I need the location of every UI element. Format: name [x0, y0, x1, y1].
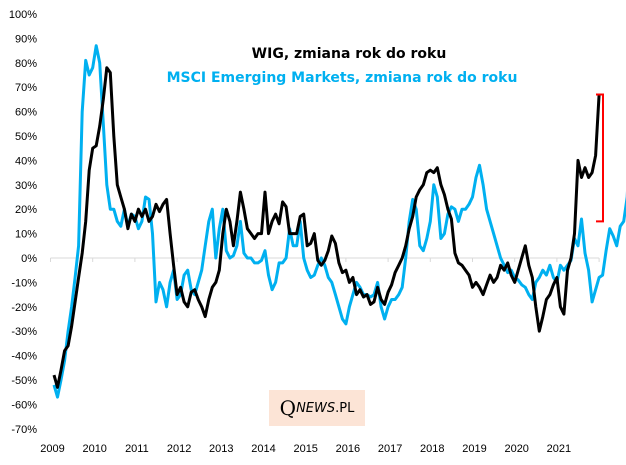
x-tick-label: 2015 [293, 443, 317, 455]
x-tick-label: 2013 [209, 443, 233, 455]
x-tick-label: 2012 [167, 443, 191, 455]
y-tick-label: 100% [9, 9, 37, 21]
gap-bracket-annotation [596, 93, 604, 223]
logo-news: NEWS [296, 400, 336, 416]
logo-q: Q [279, 396, 297, 420]
y-tick-label: -20% [11, 302, 37, 314]
x-tick-label: 2009 [40, 443, 64, 455]
x-tick-label: 2016 [336, 443, 360, 455]
y-tick-label: -40% [11, 351, 37, 363]
y-tick-label: 10% [15, 229, 37, 241]
y-tick-label: 90% [15, 33, 37, 45]
y-tick-label: -30% [11, 326, 37, 338]
series-line-wig [52, 66, 601, 389]
y-tick-label: 40% [15, 155, 37, 167]
chart-title-msci: MSCI Emerging Markets, zmiana rok do rok… [167, 70, 518, 86]
y-tick-label: -60% [11, 399, 37, 411]
x-tick-label: 2021 [547, 443, 571, 455]
y-tick-label: 80% [15, 58, 37, 70]
y-tick-label: 50% [15, 131, 37, 143]
y-tick-label: -10% [11, 277, 37, 289]
qnews-logo: Q NEWS.PL [269, 390, 365, 426]
y-tick-label: -50% [11, 375, 37, 387]
y-tick-label: 60% [15, 107, 37, 119]
x-tick-label: 2011 [125, 443, 149, 455]
x-tick-label: 2019 [462, 443, 486, 455]
x-tick-label: 2010 [82, 443, 106, 455]
y-tick-label: 20% [15, 204, 37, 216]
x-tick-label: 2018 [420, 443, 444, 455]
x-tick-label: 2014 [251, 443, 275, 455]
y-tick-label: 70% [15, 82, 37, 94]
y-tick-label: 0% [21, 253, 37, 265]
logo-pl: .PL [335, 400, 355, 416]
series-line-msci-em [52, 44, 626, 399]
y-tick-label: 30% [15, 180, 37, 192]
chart-title-wig: WIG, zmiana rok do roku [252, 46, 447, 62]
x-tick-label: 2017 [378, 443, 402, 455]
x-tick-label: 2020 [504, 443, 528, 455]
y-tick-label: -70% [11, 424, 37, 436]
